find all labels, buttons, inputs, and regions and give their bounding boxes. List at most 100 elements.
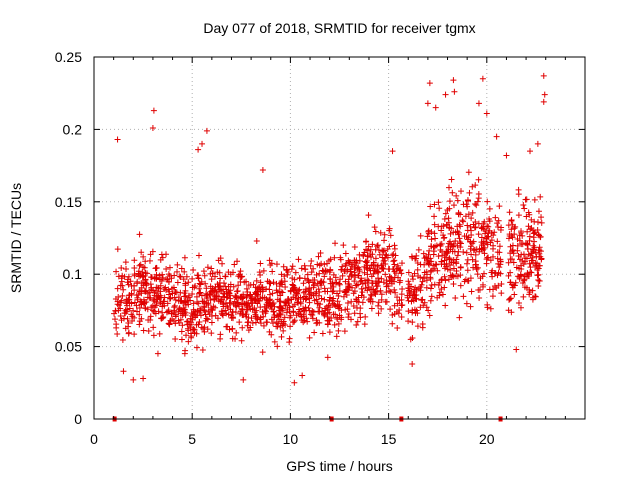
data-point (480, 220, 487, 227)
data-point (189, 275, 196, 282)
data-point (507, 250, 514, 257)
data-point (390, 258, 397, 265)
data-point (438, 285, 445, 292)
data-point (379, 247, 386, 254)
data-point (432, 104, 439, 111)
data-point (327, 266, 334, 273)
data-point (481, 270, 487, 277)
data-point (156, 330, 163, 337)
data-point (185, 279, 192, 286)
data-point (196, 280, 203, 287)
data-point (307, 311, 314, 318)
data-point (184, 297, 191, 304)
data-point (442, 302, 449, 309)
data-point (116, 302, 123, 309)
data-point (199, 140, 206, 147)
data-point (358, 285, 365, 292)
data-point (149, 248, 156, 255)
data-point (253, 237, 260, 244)
data-point (519, 279, 526, 286)
data-point (496, 203, 503, 210)
data-point (468, 288, 475, 295)
data-point (161, 294, 168, 301)
data-point (508, 256, 515, 263)
data-point (450, 229, 457, 236)
data-point (203, 292, 210, 299)
data-point (247, 291, 254, 298)
data-point (423, 277, 430, 284)
data-point (240, 293, 247, 300)
data-point (353, 321, 360, 328)
data-point (275, 320, 282, 327)
data-point (456, 314, 463, 321)
data-point (436, 205, 443, 212)
data-point (538, 214, 545, 221)
data-point (190, 266, 197, 273)
data-point (359, 299, 366, 306)
data-point (340, 242, 347, 249)
data-point (536, 277, 543, 284)
data-point (284, 271, 291, 278)
data-point (263, 301, 270, 308)
data-point (414, 259, 421, 266)
data-point (230, 269, 237, 276)
data-point (155, 294, 162, 301)
data-point (453, 260, 460, 267)
data-point (224, 304, 231, 311)
data-point (448, 225, 455, 232)
data-point (153, 302, 160, 309)
data-point (278, 271, 285, 278)
data-point (362, 313, 369, 320)
data-point (122, 325, 129, 332)
data-point (195, 272, 202, 279)
data-point (465, 277, 472, 284)
data-point (389, 320, 396, 327)
data-point (505, 259, 512, 266)
data-point (135, 291, 142, 298)
data-point (523, 255, 530, 262)
data-point (253, 277, 260, 284)
data-point (425, 260, 432, 267)
data-point (440, 223, 447, 230)
data-point (409, 319, 416, 326)
data-point (415, 246, 422, 253)
data-point (249, 319, 256, 326)
data-point (372, 291, 379, 298)
data-point (296, 274, 303, 281)
data-point (480, 238, 487, 245)
data-point (497, 258, 504, 265)
data-point (507, 243, 514, 250)
data-point (494, 224, 501, 231)
data-point (497, 227, 504, 234)
data-point (492, 270, 499, 277)
data-point (162, 284, 169, 291)
data-point (524, 241, 531, 248)
data-point (141, 288, 148, 295)
chart-title: Day 077 of 2018, SRMTID for receiver tgm… (203, 20, 475, 36)
data-point (295, 256, 302, 263)
data-point (344, 300, 351, 307)
data-point (356, 266, 363, 273)
data-point (281, 314, 288, 321)
data-point (431, 221, 438, 228)
data-point (244, 304, 251, 311)
data-point (308, 257, 315, 264)
data-point (276, 310, 283, 317)
data-point (283, 309, 290, 316)
data-point (304, 318, 311, 325)
data-point (495, 282, 502, 289)
data-point (342, 250, 349, 257)
data-point (199, 346, 206, 353)
data-point (198, 324, 205, 331)
data-point (507, 269, 514, 276)
data-point (459, 217, 466, 224)
data-point (229, 326, 236, 333)
data-point (334, 298, 341, 305)
data-point (136, 262, 143, 269)
data-point (169, 290, 176, 297)
data-point (336, 280, 343, 287)
data-point (254, 291, 261, 298)
data-point (354, 318, 361, 325)
data-point (515, 212, 522, 219)
data-point (301, 307, 308, 314)
